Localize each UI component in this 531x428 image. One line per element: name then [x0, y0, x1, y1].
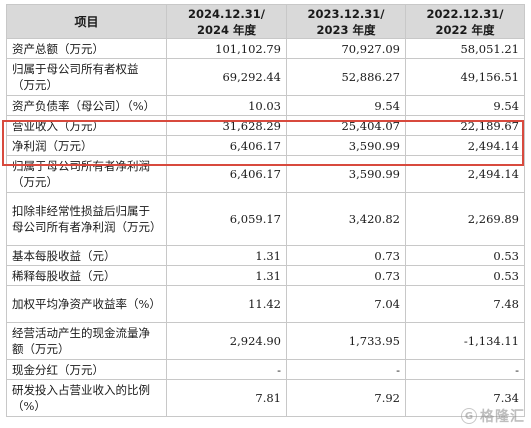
cell-2023: 70,927.09 — [286, 38, 406, 59]
watermark-logo-icon: G — [461, 408, 477, 424]
row-label: 加权平均净资产收益率（%） — [6, 285, 167, 323]
cell-2024: - — [166, 359, 287, 380]
cell-2024: 69,292.44 — [166, 58, 287, 96]
table-row: 稀释每股收益（元） 1.31 0.73 0.53 — [6, 265, 525, 286]
row-label: 研发投入占营业收入的比例（%） — [6, 379, 167, 417]
cell-2023: 52,886.27 — [286, 58, 406, 96]
cell-2022: 0.53 — [405, 265, 525, 286]
cell-2022: 0.53 — [405, 245, 525, 266]
cell-2024: 101,102.79 — [166, 38, 287, 59]
table-row: 研发投入占营业收入的比例（%） 7.81 7.92 7.34 — [6, 379, 525, 417]
cell-2024: 10.03 — [166, 95, 287, 116]
cell-2022: - — [405, 359, 525, 380]
header-row: 项目 2024.12.31/ 2024 年度 2023.12.31/ 2023 … — [6, 4, 525, 39]
table-row: 归属于母公司所有者净利润（万元） 6,406.17 3,590.99 2,494.14 — [6, 155, 525, 193]
row-label: 资产总额（万元） — [6, 38, 167, 59]
row-label: 净利润（万元） — [6, 135, 167, 156]
cell-2022: 9.54 — [405, 95, 525, 116]
cell-2024: 31,628.29 — [166, 115, 287, 136]
cell-2023: 7.92 — [286, 379, 406, 417]
row-label: 归属于母公司所有者净利润（万元） — [6, 155, 167, 193]
cell-2023: 9.54 — [286, 95, 406, 116]
cell-2024: 1.31 — [166, 245, 287, 266]
row-label: 现金分红（万元） — [6, 359, 167, 380]
table-row: 资产负债率（母公司）（%） 10.03 9.54 9.54 — [6, 95, 525, 116]
cell-2024: 7.81 — [166, 379, 287, 417]
table-row: 净利润（万元） 6,406.17 3,590.99 2,494.14 — [6, 135, 525, 156]
cell-2024: 6,059.17 — [166, 192, 287, 246]
table-row: 经营活动产生的现金流量净额（万元） 2,924.90 1,733.95 -1,134.… — [6, 322, 525, 360]
cell-2024: 6,406.17 — [166, 155, 287, 193]
cell-2023: 1,733.95 — [286, 322, 406, 360]
row-label: 稀释每股收益（元） — [6, 265, 167, 286]
table-row: 扣除非经常性损益后归属于母公司所有者净利润（万元） 6,059.17 3,420.8… — [6, 192, 525, 246]
cell-2022: 2,494.14 — [405, 155, 525, 193]
cell-2023: 25,404.07 — [286, 115, 406, 136]
cell-2023: 3,590.99 — [286, 135, 406, 156]
cell-2023: 3,420.82 — [286, 192, 406, 246]
cell-2023: 0.73 — [286, 245, 406, 266]
table-row: 基本每股收益（元） 1.31 0.73 0.53 — [6, 245, 525, 266]
table-row: 加权平均净资产收益率（%） 11.42 7.04 7.48 — [6, 285, 525, 323]
row-label: 资产负债率（母公司）（%） — [6, 95, 167, 116]
row-label: 归属于母公司所有者权益（万元） — [6, 58, 167, 96]
cell-2024: 1.31 — [166, 265, 287, 286]
cell-2022: 7.48 — [405, 285, 525, 323]
row-label: 营业收入（万元） — [6, 115, 167, 136]
cell-2022: 2,269.89 — [405, 192, 525, 246]
row-label: 基本每股收益（元） — [6, 245, 167, 266]
cell-2022: 22,189.67 — [405, 115, 525, 136]
table-row: 现金分红（万元） - - - — [6, 359, 525, 380]
cell-2022: 2,494.14 — [405, 135, 525, 156]
cell-2023: 7.04 — [286, 285, 406, 323]
col-header-2022: 2022.12.31/ 2022 年度 — [405, 4, 525, 39]
financial-table: 项目 2024.12.31/ 2024 年度 2023.12.31/ 2023 … — [6, 4, 525, 417]
cell-2024: 2,924.90 — [166, 322, 287, 360]
cell-2024: 11.42 — [166, 285, 287, 323]
cell-2023: - — [286, 359, 406, 380]
cell-2023: 0.73 — [286, 265, 406, 286]
table-row: 归属于母公司所有者权益（万元） 69,292.44 52,886.27 49,156.… — [6, 58, 525, 96]
col-header-item: 项目 — [6, 4, 167, 39]
row-label: 经营活动产生的现金流量净额（万元） — [6, 322, 167, 360]
watermark: G 格隆汇 — [461, 406, 525, 426]
watermark-text: 格隆汇 — [480, 409, 525, 425]
cell-2022: 49,156.51 — [405, 58, 525, 96]
table-row: 营业收入（万元） 31,628.29 25,404.07 22,189.67 — [6, 115, 525, 136]
row-label: 扣除非经常性损益后归属于母公司所有者净利润（万元） — [6, 192, 167, 246]
cell-2023: 3,590.99 — [286, 155, 406, 193]
col-header-2024: 2024.12.31/ 2024 年度 — [166, 4, 287, 39]
cell-2022: 58,051.21 — [405, 38, 525, 59]
table-row: 资产总额（万元） 101,102.79 70,927.09 58,051.21 — [6, 38, 525, 59]
cell-2022: -1,134.11 — [405, 322, 525, 360]
cell-2024: 6,406.17 — [166, 135, 287, 156]
col-header-2023: 2023.12.31/ 2023 年度 — [286, 4, 406, 39]
